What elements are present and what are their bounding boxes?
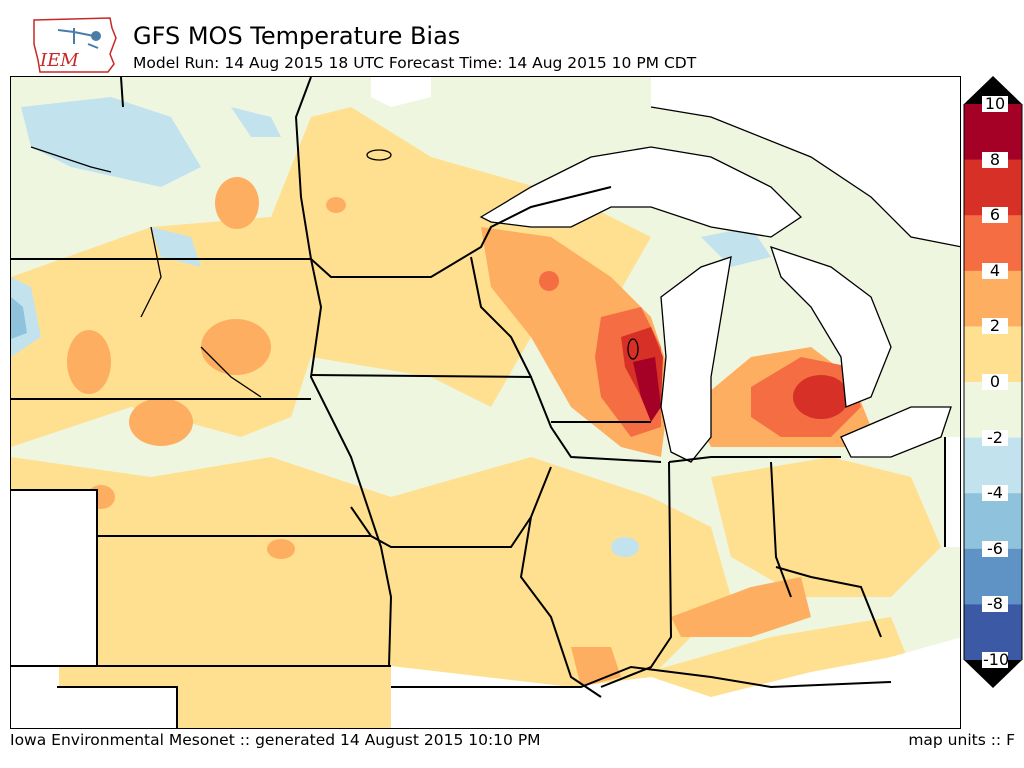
footer-source: Iowa Environmental Mesonet :: generated … <box>10 731 541 749</box>
colorbar-segment <box>964 604 1022 661</box>
colorbar-segment <box>964 493 1022 550</box>
footer-units: map units :: F <box>908 731 1015 749</box>
colorbar-tick-label: -4 <box>982 485 1008 502</box>
state-borders <box>11 77 946 728</box>
colorbar <box>962 76 1024 692</box>
shorelines <box>30 106 960 463</box>
colorbar-segment <box>964 326 1022 383</box>
colorbar-tick-label: -10 <box>982 650 1010 669</box>
colorbar-segment <box>964 104 1022 161</box>
colorbar-tick-label: 10 <box>982 96 1008 112</box>
bias-fill-neg-4 <box>11 297 27 339</box>
bias-map <box>10 76 961 729</box>
colorbar-tick-label: 4 <box>982 262 1008 279</box>
water-bodies <box>11 77 960 728</box>
colorbar-segment <box>964 270 1022 327</box>
logo-text: IEM <box>39 50 79 71</box>
map-canvas <box>11 77 960 728</box>
colorbar-segment <box>964 159 1022 216</box>
bias-fill-8-10 <box>633 357 661 422</box>
colorbar-tick-label: 8 <box>982 151 1008 168</box>
colorbar-tick-label: -6 <box>982 540 1008 557</box>
colorbar-tick-label: 2 <box>982 318 1008 335</box>
colorbar-segment <box>964 215 1022 272</box>
map-title: GFS MOS Temperature Bias <box>133 22 461 50</box>
colorbar-segment <box>964 382 1022 439</box>
iem-logo: IEM <box>30 14 120 76</box>
colorbar-segment <box>964 437 1022 494</box>
colorbar-tick-label: -8 <box>982 596 1008 613</box>
colorbar-tick-label: -2 <box>982 429 1008 446</box>
map-subtitle: Model Run: 14 Aug 2015 18 UTC Forecast T… <box>133 54 697 72</box>
colorbar-segment <box>964 548 1022 605</box>
colorbar-tick-label: 0 <box>982 374 1008 390</box>
colorbar-tick-label: 6 <box>982 207 1008 224</box>
bias-fill-neg-2 <box>11 97 771 557</box>
